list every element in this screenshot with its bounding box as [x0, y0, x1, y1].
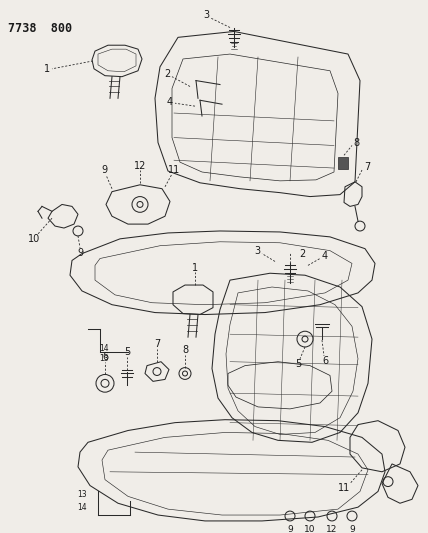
Text: 2: 2	[299, 248, 305, 259]
Text: 7738  800: 7738 800	[8, 22, 72, 35]
Text: 12: 12	[326, 526, 338, 533]
Text: 12: 12	[134, 161, 146, 171]
Text: 9: 9	[77, 248, 83, 257]
Text: 1: 1	[44, 64, 50, 74]
Text: 13: 13	[77, 490, 87, 499]
Text: 4: 4	[322, 251, 328, 261]
Text: 3: 3	[254, 246, 260, 256]
Text: 10: 10	[28, 234, 40, 244]
Text: 3: 3	[203, 10, 209, 20]
Text: 8: 8	[353, 138, 359, 148]
Text: 7: 7	[364, 162, 370, 172]
Text: 10: 10	[304, 526, 316, 533]
Text: 14: 14	[99, 344, 109, 353]
Text: 6: 6	[102, 352, 108, 362]
Text: 7: 7	[154, 339, 160, 349]
Text: 9: 9	[349, 526, 355, 533]
Text: 6: 6	[322, 356, 328, 366]
Bar	[338, 157, 348, 169]
Text: 11: 11	[168, 165, 180, 175]
Text: 11: 11	[338, 483, 350, 494]
Text: 2: 2	[164, 69, 170, 79]
Text: 14: 14	[77, 503, 87, 512]
Text: 5: 5	[295, 359, 301, 369]
Text: 4: 4	[167, 97, 173, 107]
Text: 9: 9	[287, 526, 293, 533]
Text: 8: 8	[182, 345, 188, 355]
Text: 5: 5	[124, 347, 130, 357]
Text: 9: 9	[101, 165, 107, 175]
Text: 1: 1	[192, 263, 198, 273]
Text: 13: 13	[99, 354, 109, 364]
